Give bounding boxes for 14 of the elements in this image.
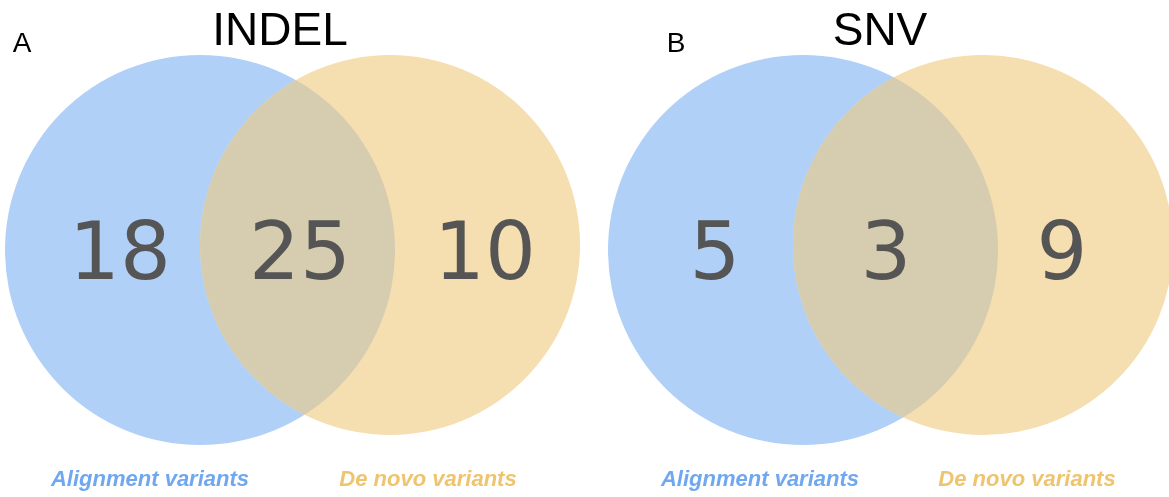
text: A [12, 26, 32, 58]
text: Alignment variants [49, 466, 250, 492]
data-label: 9 [1036, 204, 1088, 298]
text: B [666, 26, 686, 58]
text: SNV [832, 2, 928, 55]
text: De novo variants [339, 466, 517, 492]
data-label: 5 [689, 204, 741, 298]
data-label: 25 [249, 204, 351, 298]
data-label: 10 [434, 204, 536, 298]
text: INDEL [212, 2, 348, 55]
data-label: 3 [860, 204, 912, 298]
text: Alignment variants [659, 466, 860, 492]
data-label: 18 [69, 204, 171, 298]
text: De novo variants [938, 466, 1116, 492]
